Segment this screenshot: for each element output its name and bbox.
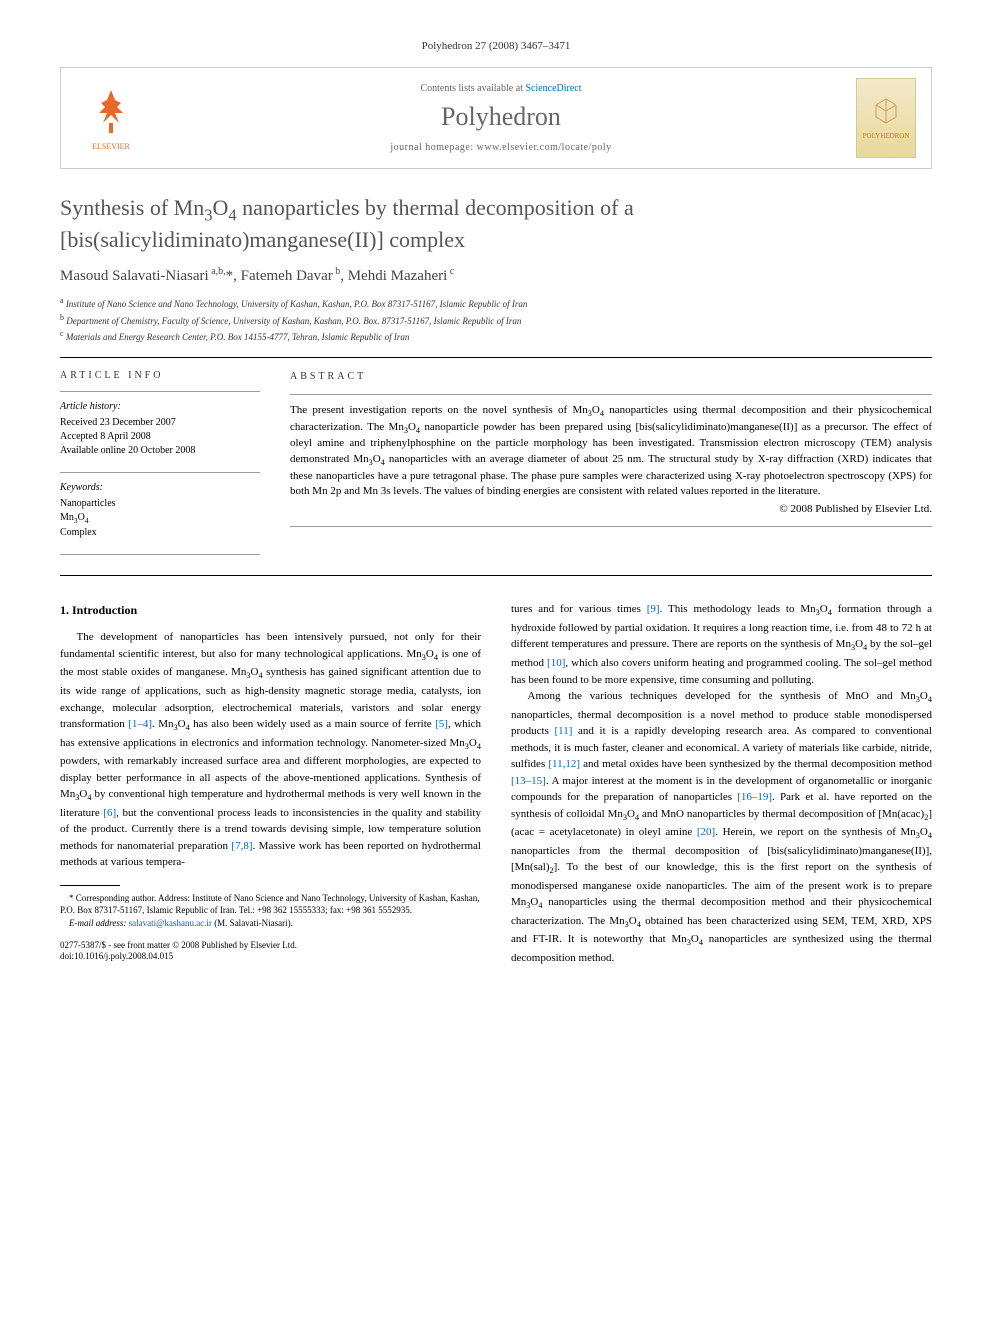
- journal-homepage-line: journal homepage: www.elsevier.com/locat…: [146, 142, 856, 153]
- sciencedirect-link[interactable]: ScienceDirect: [525, 83, 581, 94]
- polyhedron-cover-icon: [872, 97, 900, 132]
- article-title: Synthesis of Mn3O4 nanoparticles by ther…: [60, 194, 932, 254]
- ref-link[interactable]: [11]: [555, 725, 573, 737]
- affiliation-line: b Department of Chemistry, Faculty of Sc…: [60, 312, 932, 329]
- article-history-label: Article history:: [60, 400, 260, 414]
- journal-header-box: ELSEVIER Contents lists available at Sci…: [60, 67, 932, 169]
- email-footnote: E-mail address: salavati@kashanu.ac.ir (…: [60, 917, 481, 930]
- elsevier-logo: ELSEVIER: [76, 78, 146, 158]
- intro-paragraph-1-cont: tures and for various times [9]. This me…: [511, 601, 932, 688]
- divider-rule: [60, 575, 932, 576]
- email-link[interactable]: salavati@kashanu.ac.ir: [129, 918, 212, 928]
- ref-link[interactable]: [20]: [697, 826, 715, 838]
- history-accepted: Accepted 8 April 2008: [60, 430, 260, 444]
- footnotes-block: * Corresponding author. Address: Institu…: [60, 892, 481, 930]
- journal-title: Polyhedron: [146, 102, 856, 132]
- journal-cover-thumbnail: POLYHEDRON: [856, 78, 916, 158]
- history-received: Received 23 December 2007: [60, 416, 260, 430]
- email-suffix: (M. Salavati-Niasari).: [212, 918, 293, 928]
- history-online: Available online 20 October 2008: [60, 444, 260, 458]
- divider-rule: [60, 357, 932, 358]
- intro-paragraph-2: Among the various techniques developed f…: [511, 688, 932, 966]
- ref-link[interactable]: [7,8]: [231, 840, 252, 852]
- authors-line: Masoud Salavati-Niasari a,b,*, Fatemeh D…: [60, 266, 932, 285]
- abstract-column: ABSTRACT The present investigation repor…: [290, 370, 932, 564]
- abstract-heading: ABSTRACT: [290, 370, 932, 384]
- homepage-prefix: journal homepage:: [390, 142, 476, 153]
- ref-link[interactable]: [11,12]: [548, 758, 580, 770]
- homepage-url: www.elsevier.com/locate/poly: [477, 142, 612, 153]
- ref-link[interactable]: [9]: [647, 603, 660, 615]
- article-info-heading: ARTICLE INFO: [60, 370, 260, 381]
- affiliation-line: c Materials and Energy Research Center, …: [60, 328, 932, 345]
- keyword: Nanoparticles: [60, 497, 260, 511]
- ref-link[interactable]: [10]: [547, 657, 565, 669]
- elsevier-label: ELSEVIER: [92, 142, 130, 151]
- footnote-separator: [60, 885, 120, 886]
- cover-label: POLYHEDRON: [863, 132, 910, 140]
- doi-block: 0277-5387/$ - see front matter © 2008 Pu…: [60, 940, 481, 963]
- contents-available-line: Contents lists available at ScienceDirec…: [146, 83, 856, 94]
- abstract-divider: [290, 394, 932, 395]
- elsevier-tree-icon: [89, 85, 133, 142]
- keyword: Complex: [60, 526, 260, 540]
- doi-line: doi:10.1016/j.poly.2008.04.015: [60, 951, 481, 963]
- journal-reference: Polyhedron 27 (2008) 3467–3471: [60, 40, 932, 52]
- affiliations: a Institute of Nano Science and Nano Tec…: [60, 295, 932, 345]
- corresponding-author-footnote: * Corresponding author. Address: Institu…: [60, 892, 481, 917]
- article-info-column: ARTICLE INFO Article history: Received 2…: [60, 370, 260, 564]
- abstract-copyright: © 2008 Published by Elsevier Ltd.: [290, 502, 932, 517]
- info-divider: [60, 554, 260, 555]
- abstract-text: The present investigation reports on the…: [290, 403, 932, 499]
- body-text-columns: 1. Introduction The development of nanop…: [60, 601, 932, 966]
- front-matter-line: 0277-5387/$ - see front matter © 2008 Pu…: [60, 940, 481, 952]
- ref-link[interactable]: [16–19]: [737, 791, 772, 803]
- contents-prefix: Contents lists available at: [420, 83, 525, 94]
- section-heading-intro: 1. Introduction: [60, 601, 481, 619]
- affiliation-line: a Institute of Nano Science and Nano Tec…: [60, 295, 932, 312]
- intro-paragraph-1: The development of nanoparticles has bee…: [60, 629, 481, 870]
- email-label: E-mail address:: [69, 918, 129, 928]
- ref-link[interactable]: [6]: [103, 807, 116, 819]
- ref-link[interactable]: [1–4]: [128, 718, 152, 730]
- ref-link[interactable]: [5]: [435, 718, 448, 730]
- abstract-divider: [290, 526, 932, 527]
- info-divider: [60, 472, 260, 473]
- keywords-label: Keywords:: [60, 481, 260, 495]
- ref-link[interactable]: [13–15]: [511, 775, 546, 787]
- info-divider: [60, 391, 260, 392]
- keyword: Mn3O4: [60, 511, 260, 527]
